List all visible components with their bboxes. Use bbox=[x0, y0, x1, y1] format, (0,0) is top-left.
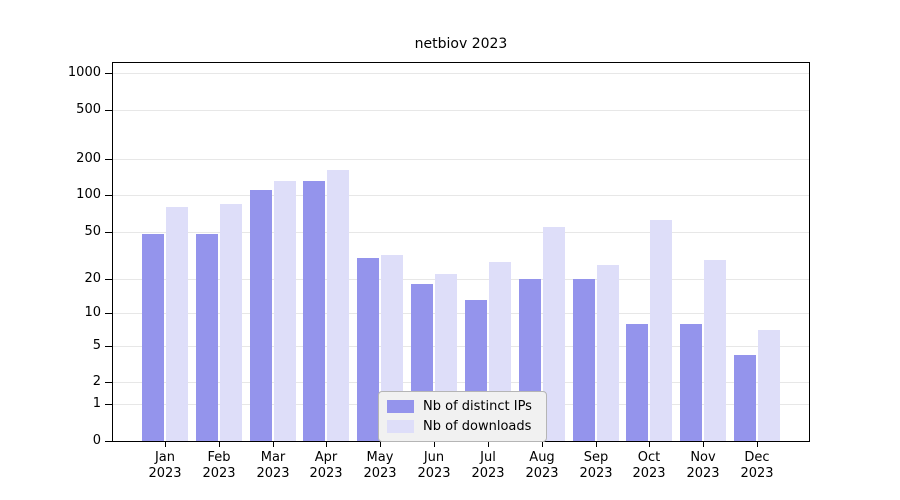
x-tick-label: Apr 2023 bbox=[309, 450, 343, 481]
bar-distinct-ips bbox=[196, 234, 218, 441]
x-tick-label: Jun 2023 bbox=[417, 450, 451, 481]
x-tick-mark bbox=[434, 442, 435, 447]
x-tick-label: Jul 2023 bbox=[471, 450, 505, 481]
y-tick-label: 500 bbox=[76, 102, 101, 117]
gridline bbox=[113, 232, 809, 233]
x-tick-mark bbox=[757, 442, 758, 447]
y-tick-mark bbox=[105, 159, 112, 160]
x-tick-mark bbox=[380, 442, 381, 447]
bar-distinct-ips bbox=[357, 258, 379, 441]
x-tick-mark bbox=[273, 442, 274, 447]
y-tick-label: 20 bbox=[84, 271, 101, 286]
x-tick-mark bbox=[703, 442, 704, 447]
plot-area bbox=[112, 62, 810, 442]
bar-downloads bbox=[543, 227, 565, 441]
bar-distinct-ips bbox=[626, 324, 648, 441]
legend-swatch-distinct-ips bbox=[387, 400, 414, 413]
bar-downloads bbox=[597, 265, 619, 441]
x-tick-label: Aug 2023 bbox=[525, 450, 559, 481]
legend-label-distinct-ips: Nb of distinct IPs bbox=[423, 399, 532, 414]
gridline bbox=[113, 195, 809, 196]
y-tick-mark bbox=[105, 232, 112, 233]
gridline bbox=[113, 110, 809, 111]
y-tick-mark bbox=[105, 441, 112, 442]
y-tick-label: 1 bbox=[92, 396, 101, 411]
chart-title: netbiov 2023 bbox=[414, 36, 508, 52]
y-tick-label: 1000 bbox=[67, 65, 101, 80]
bar-distinct-ips bbox=[573, 279, 595, 441]
x-tick-label: May 2023 bbox=[363, 450, 397, 481]
y-tick-mark bbox=[105, 404, 112, 405]
bar-downloads bbox=[220, 204, 242, 441]
y-tick-label: 2 bbox=[92, 374, 101, 389]
y-tick-label: 0 bbox=[92, 433, 101, 448]
bar-distinct-ips bbox=[303, 181, 325, 441]
bar-distinct-ips bbox=[250, 190, 272, 441]
gridline bbox=[113, 313, 809, 314]
x-tick-mark bbox=[219, 442, 220, 447]
y-tick-mark bbox=[105, 195, 112, 196]
y-tick-label: 200 bbox=[76, 151, 101, 166]
y-tick-mark bbox=[105, 73, 112, 74]
bar-downloads bbox=[274, 181, 296, 441]
x-tick-label: Dec 2023 bbox=[740, 450, 774, 481]
x-tick-mark bbox=[326, 442, 327, 447]
x-tick-mark bbox=[649, 442, 650, 447]
y-tick-mark bbox=[105, 382, 112, 383]
y-tick-label: 10 bbox=[84, 305, 101, 320]
x-tick-label: Jan 2023 bbox=[148, 450, 182, 481]
legend: Nb of distinct IPs Nb of downloads bbox=[378, 391, 547, 442]
gridline bbox=[113, 279, 809, 280]
gridline bbox=[113, 346, 809, 347]
legend-swatch-downloads bbox=[387, 420, 414, 433]
bar-downloads bbox=[650, 220, 672, 441]
x-tick-label: Feb 2023 bbox=[202, 450, 236, 481]
legend-item-distinct-ips: Nb of distinct IPs bbox=[387, 399, 532, 414]
x-tick-mark bbox=[596, 442, 597, 447]
y-tick-label: 100 bbox=[76, 187, 101, 202]
bar-downloads bbox=[704, 260, 726, 441]
x-tick-label: Sep 2023 bbox=[579, 450, 613, 481]
x-tick-mark bbox=[488, 442, 489, 447]
y-tick-label: 5 bbox=[92, 338, 101, 353]
legend-item-downloads: Nb of downloads bbox=[387, 419, 532, 434]
bar-distinct-ips bbox=[142, 234, 164, 441]
bar-downloads bbox=[327, 170, 349, 441]
x-tick-label: Nov 2023 bbox=[686, 450, 720, 481]
gridline bbox=[113, 159, 809, 160]
bar-downloads bbox=[758, 330, 780, 441]
x-tick-mark bbox=[542, 442, 543, 447]
bar-downloads bbox=[166, 207, 188, 441]
y-tick-label: 50 bbox=[84, 224, 101, 239]
y-tick-mark bbox=[105, 313, 112, 314]
y-tick-mark bbox=[105, 110, 112, 111]
gridline bbox=[113, 382, 809, 383]
y-tick-mark bbox=[105, 279, 112, 280]
x-tick-label: Oct 2023 bbox=[632, 450, 666, 481]
bar-distinct-ips bbox=[734, 355, 756, 441]
bar-distinct-ips bbox=[680, 324, 702, 441]
x-tick-label: Mar 2023 bbox=[256, 450, 290, 481]
y-tick-mark bbox=[105, 346, 112, 347]
legend-label-downloads: Nb of downloads bbox=[423, 419, 532, 434]
x-tick-mark bbox=[165, 442, 166, 447]
gridline bbox=[113, 73, 809, 74]
